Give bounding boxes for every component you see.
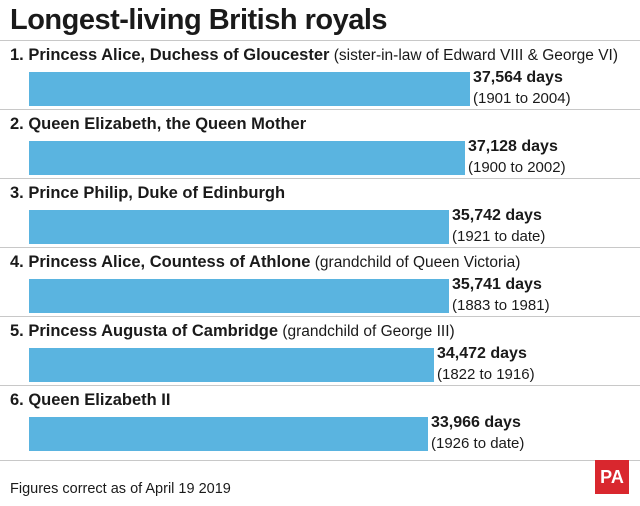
bar <box>29 417 428 451</box>
category-name: 5. Princess Augusta of Cambridge <box>10 322 279 340</box>
divider-rule <box>0 178 640 179</box>
category-name: 4. Princess Alice, Countess of Athlone <box>10 253 311 271</box>
bar <box>29 348 434 382</box>
value-label: 34,472 days <box>437 345 527 362</box>
years-label: (1901 to 2004) <box>473 90 571 107</box>
value-label: 35,741 days <box>452 276 542 293</box>
category-note: (grandchild of George III) <box>278 323 455 340</box>
bar-row: 5. Princess Augusta of Cambridge (grandc… <box>0 322 640 389</box>
value-label: 37,128 days <box>468 138 558 155</box>
value-label: 35,742 days <box>452 207 542 224</box>
years-label: (1900 to 2002) <box>468 159 566 176</box>
bar <box>29 279 449 313</box>
bar-row: 2. Queen Elizabeth, the Queen Mother 37,1… <box>0 115 640 182</box>
category-name: 1. Princess Alice, Duchess of Gloucester <box>10 46 330 64</box>
category-label: 6. Queen Elizabeth II <box>10 391 170 410</box>
category-label: 2. Queen Elizabeth, the Queen Mother <box>10 115 306 134</box>
category-note: (sister-in-law of Edward VIII & George V… <box>329 47 619 64</box>
category-label: 4. Princess Alice, Countess of Athlone (… <box>10 253 520 272</box>
chart-title: Longest-living British royals <box>10 4 388 36</box>
bar-row: 1. Princess Alice, Duchess of Gloucester… <box>0 46 640 113</box>
divider-rule <box>0 385 640 386</box>
years-label: (1822 to 1916) <box>437 366 535 383</box>
pa-logo: PA <box>595 460 629 494</box>
bar <box>29 210 449 244</box>
bar-row: 4. Princess Alice, Countess of Athlone (… <box>0 253 640 320</box>
divider-rule <box>0 460 640 461</box>
years-label: (1921 to date) <box>452 228 546 245</box>
value-label: 33,966 days <box>431 414 521 431</box>
years-label: (1883 to 1981) <box>452 297 550 314</box>
bar <box>29 72 470 106</box>
category-label: 5. Princess Augusta of Cambridge (grandc… <box>10 322 455 341</box>
category-name: 6. Queen Elizabeth II <box>10 391 171 409</box>
bar-row: 3. Prince Philip, Duke of Edinburgh 35,74… <box>0 184 640 251</box>
category-label: 3. Prince Philip, Duke of Edinburgh <box>10 184 285 203</box>
category-note: (grandchild of Queen Victoria) <box>310 254 521 271</box>
divider-rule <box>0 316 640 317</box>
value-label: 37,564 days <box>473 69 563 86</box>
category-name: 3. Prince Philip, Duke of Edinburgh <box>10 184 286 202</box>
category-name: 2. Queen Elizabeth, the Queen Mother <box>10 115 307 133</box>
bar-row: 6. Queen Elizabeth II 33,966 days (1926 to… <box>0 391 640 458</box>
category-label: 1. Princess Alice, Duchess of Gloucester… <box>10 46 618 65</box>
divider-rule <box>0 40 640 41</box>
divider-rule <box>0 247 640 248</box>
years-label: (1926 to date) <box>431 435 525 452</box>
bar <box>29 141 465 175</box>
footnote: Figures correct as of April 19 2019 <box>10 481 231 497</box>
divider-rule <box>0 109 640 110</box>
